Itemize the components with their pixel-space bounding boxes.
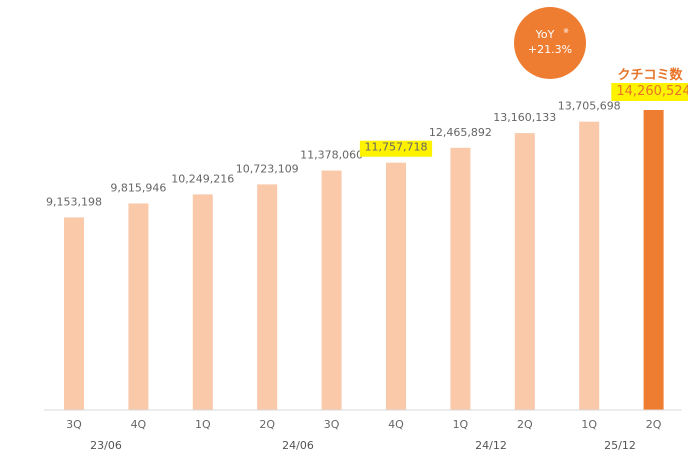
value-label-1: 9,153,198 [46,195,102,208]
value-label-9: 13,705,698 [558,100,621,113]
bar-9 [579,121,600,410]
yoy-label: YoY [535,28,555,41]
period-label-3: 24/12 [475,439,507,452]
x-tick-label-1: 3Q [66,418,82,431]
x-tick-label-4: 2Q [259,418,275,431]
x-tick-label-7: 1Q [453,418,469,431]
period-label-4: 25/12 [604,439,636,452]
value-highlight-6 [359,140,433,157]
bar-3 [192,194,213,410]
value-label-6: 11,757,718 [365,141,428,154]
x-tick-label-3: 1Q [195,418,211,431]
yoy-footnote-mark: ※ [563,27,569,35]
bar-4 [257,184,278,410]
value-label-2: 9,815,946 [110,182,166,195]
yoy-circle [514,7,586,79]
bar-2 [128,203,149,410]
x-tick-label-5: 3Q [324,418,340,431]
x-tick-label-8: 2Q [517,418,533,431]
bar-8 [514,133,535,410]
x-tick-label-6: 4Q [388,418,404,431]
period-label-2: 24/06 [282,439,314,452]
bar-7 [450,147,471,411]
x-tick-label-2: 4Q [131,418,147,431]
period-labels: 23/06 24/06 24/12 25/12 [90,439,636,452]
value-label-8: 13,160,133 [493,111,556,124]
value-label-3: 10,249,216 [171,172,234,185]
yoy-value: +21.3% [528,43,572,56]
value-highlight-10 [611,83,688,101]
period-label-1: 23/06 [90,439,122,452]
series-label: クチコミ数 [617,67,683,83]
x-tick-labels: 3Q 4Q 1Q 2Q 3Q 4Q 1Q 2Q 1Q 2Q [66,418,662,431]
bar-10 [643,110,664,410]
yoy-badge: YoY ※ +21.3% [514,7,586,79]
labels-layer: 9,153,1989,815,94610,249,21610,723,10911… [46,83,688,208]
value-label-5: 11,378,060 [300,149,363,162]
bar-5 [321,170,342,410]
value-label-10: 14,260,524 [616,84,688,99]
bar-1 [64,217,84,410]
x-tick-label-9: 1Q [581,418,597,431]
x-tick-label-10: 2Q [646,418,662,431]
bar-6 [386,162,406,410]
bars-layer [64,110,664,411]
value-label-7: 12,465,892 [429,126,492,139]
value-label-4: 10,723,109 [236,162,299,175]
